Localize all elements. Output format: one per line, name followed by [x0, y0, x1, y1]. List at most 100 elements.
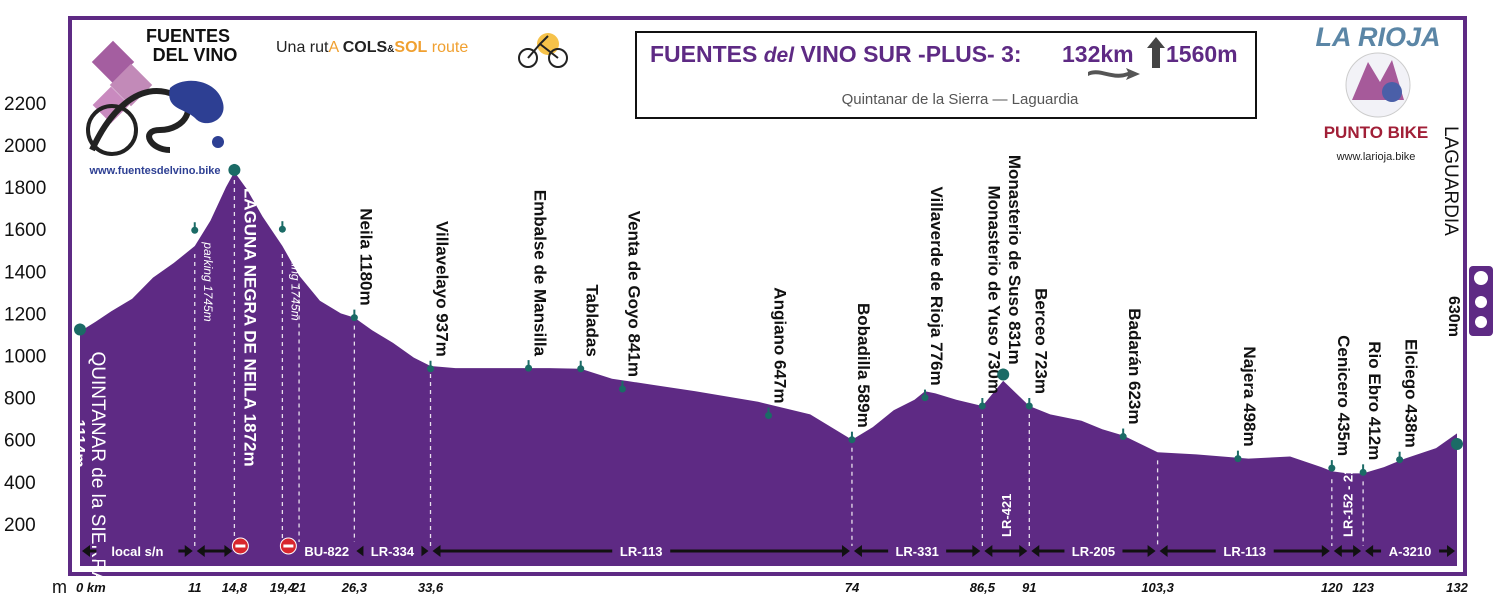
waypoint-label-group: parking 1745m — [201, 241, 215, 321]
km-label: 26,3 — [341, 580, 368, 595]
y-tick-label: 2200 — [4, 94, 46, 115]
waypoint-label: Berceo 723m — [1031, 288, 1050, 394]
waypoint-label: Villavelayo 937m — [433, 221, 452, 357]
waypoint-label-group: Monasterio de Suso 831m — [1005, 155, 1024, 365]
route-tagline: Una rutA COLS&SOL route — [276, 33, 568, 68]
road-name-bg — [1064, 542, 1123, 560]
road-name-group: LR-152 - 211 — [1340, 461, 1355, 537]
waypoint-label-group: Embalse de Mansilla — [531, 190, 550, 357]
road-name-bg — [1381, 542, 1440, 560]
road-segment-arrow-left — [1031, 545, 1040, 557]
axis-gutter — [0, 0, 68, 600]
cyclist-sun-icon — [518, 33, 568, 68]
y-tick-label: 1600 — [4, 220, 46, 241]
waypoint-marker — [1119, 433, 1127, 441]
road-name-group: LR-421 — [999, 494, 1014, 537]
road-name-bg — [96, 542, 179, 560]
y-tick-label: 1000 — [4, 347, 46, 368]
km-label: 11 — [188, 580, 202, 595]
km-label: 21 — [291, 580, 306, 595]
waypoint-marker — [278, 225, 286, 233]
waypoint-label-group: Najera 498m — [1240, 346, 1259, 446]
road-segment-arrow-right — [841, 545, 850, 557]
road-name-bg — [1215, 542, 1274, 560]
waypoint-label: Badarán 623m — [1125, 308, 1144, 424]
waypoint-marker — [618, 385, 626, 393]
km-label: 19,4 — [270, 580, 296, 595]
km-label: 132 — [1446, 580, 1468, 595]
waypoint-label-group: Angiano 647m — [771, 287, 790, 403]
logo-brand-line2: DEL VINO — [153, 45, 238, 65]
y-tick-label: 1200 — [4, 304, 46, 325]
waypoint-marker — [1025, 402, 1033, 410]
road-name-label: LR-334 — [371, 544, 415, 559]
waypoint-marker — [1234, 455, 1242, 463]
logo-dot-icon — [212, 136, 224, 148]
logo-brand-line1: FUENTES — [146, 26, 230, 46]
waypoint-marker — [1396, 456, 1404, 464]
waypoint-label: Neila 1180m — [356, 208, 375, 305]
road-segment-arrow-right — [224, 545, 233, 557]
y-axis-unit: m — [52, 577, 67, 597]
waypoint-marker — [1359, 468, 1367, 476]
km-label: 14,8 — [222, 580, 248, 595]
waypoint-marker — [228, 163, 241, 176]
logo-wheel-icon — [86, 104, 138, 156]
waypoint-marker — [978, 402, 986, 410]
road-segment-arrow-right — [1447, 545, 1455, 557]
title-box: FUENTES del VINO SUR -PLUS- 3: 132km 156… — [635, 31, 1257, 119]
y-tick-label: 2000 — [4, 136, 46, 157]
waypoint-label-group: Elciego 438m — [1402, 339, 1421, 448]
no-entry-bar — [283, 544, 294, 548]
waypoint-label: Cenicero 435m — [1334, 335, 1353, 456]
km-label: 120 — [1321, 580, 1343, 595]
distance-arrow-icon — [1088, 68, 1140, 80]
km-label: 33,6 — [418, 580, 444, 595]
logo-website: www.fuentesdelvino.bike — [88, 165, 220, 177]
y-tick-label: 1400 — [4, 262, 46, 283]
waypoint-label: Monasterio de Suso 831m — [1005, 155, 1024, 365]
waypoint-label-group: QUINTANAR de la SIERRA — [87, 352, 108, 585]
waypoint-marker — [350, 314, 358, 322]
road-segment-arrow-right — [1147, 545, 1156, 557]
waypoint-label: LAGUNA NEGRA DE NEILA 1872m — [240, 188, 259, 467]
waypoint-label: Rio Ebro 412m — [1365, 341, 1384, 460]
waypoint-marker — [525, 364, 533, 372]
waypoint-label-group: Berceo 723m — [1031, 288, 1050, 394]
km-label: 123 — [1352, 580, 1374, 595]
road-segment-arrow-right — [1353, 545, 1362, 557]
road-name-label: LR-331 — [895, 544, 938, 559]
waypoint-marker — [74, 323, 86, 336]
y-tick-label: 400 — [4, 473, 36, 494]
road-segment-arrow-right — [184, 545, 193, 557]
waypoint-label-group: Villavelayo 937m — [433, 221, 452, 357]
waypoint-marker — [997, 368, 1010, 381]
road-segment-arrow-left — [356, 545, 365, 557]
road-name-bg — [612, 542, 671, 560]
road-name-label: local s/n — [111, 544, 163, 559]
waypoint-label: Monasterio de Yuso 730m — [984, 186, 1003, 394]
y-tick-label: 600 — [4, 431, 36, 452]
waypoint-label-group: Venta de Goyo 841m — [625, 211, 644, 377]
road-name-label: LR-113 — [1223, 544, 1266, 559]
waypoint-alt-label: 1114m — [70, 420, 87, 468]
route-subtitle: Quintanar de la Sierra — Laguardia — [842, 91, 1079, 108]
waypoint-label: Bobadilla 589m — [854, 303, 873, 428]
road-name-label: LR-205 — [1072, 544, 1115, 559]
road-name-label: A-3210 — [1389, 544, 1432, 559]
waypoint-label: LAGUARDIA — [1440, 126, 1461, 236]
waypoint-label-group: Bobadilla 589m — [854, 303, 873, 428]
y-tick-label: 200 — [4, 515, 36, 536]
waypoint-label-group: Badarán 623m — [1125, 308, 1144, 424]
waypoint-label-group: LAGUARDIA — [1440, 126, 1461, 236]
km-label: 103,3 — [1141, 580, 1174, 595]
waypoint-label: Angiano 647m — [771, 287, 790, 403]
waypoint-label-group: Rio Ebro 412m — [1365, 341, 1384, 460]
no-entry-bar — [235, 544, 246, 548]
road-name-label: LR-421 — [999, 494, 1014, 537]
road-segment-arrow-left — [1159, 545, 1168, 557]
km-label: 0 km — [76, 580, 106, 595]
waypoint-label: Elciego 438m — [1402, 339, 1421, 448]
